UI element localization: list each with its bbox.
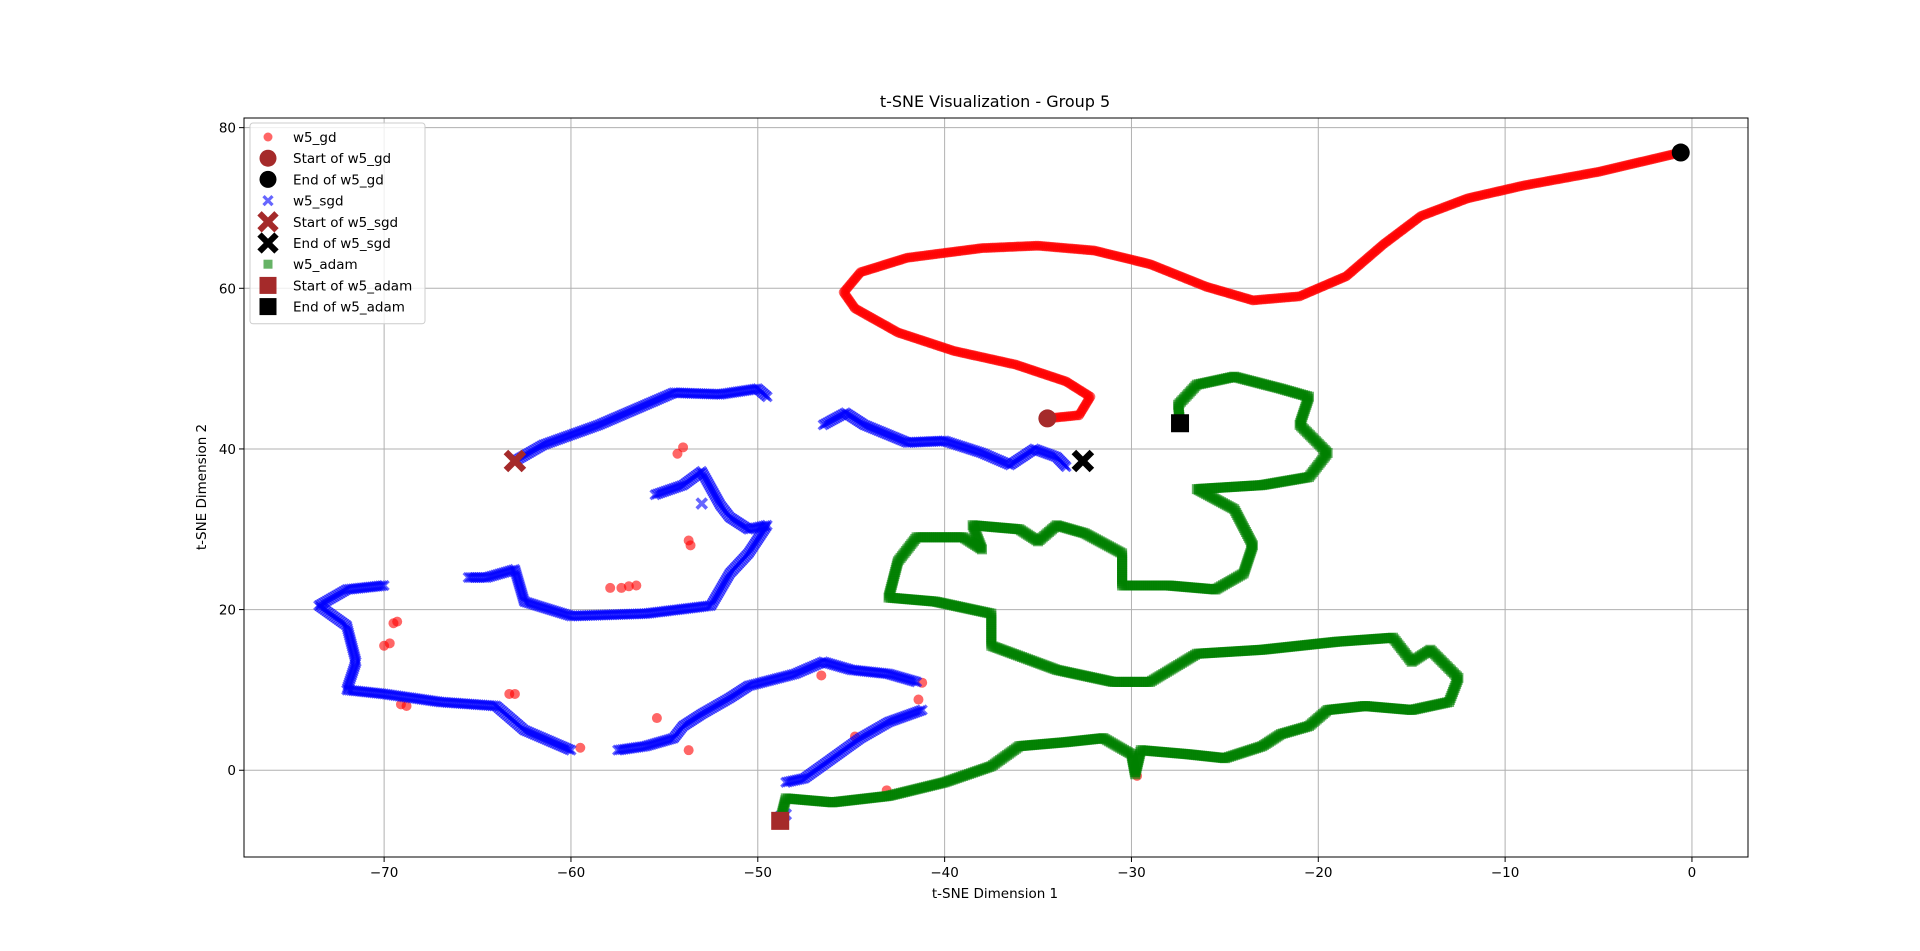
legend: w5_gd Start of w5_gd End of w5_gd w5_sgd Sta… <box>249 122 426 325</box>
w5-gd-point <box>401 700 412 711</box>
legend-label: w5_adam <box>293 257 358 273</box>
legend-box <box>249 122 426 325</box>
legend-label: w5_gd <box>293 130 337 146</box>
x-axis-label: t-SNE Dimension 1 <box>932 886 1058 902</box>
x-tick-label: −30 <box>1117 865 1146 881</box>
legend-swatch-w5-sgd <box>262 194 274 207</box>
end-of-w5-adam-marker <box>1171 414 1190 433</box>
legend-swatch-end-of-w5-gd <box>259 170 277 188</box>
legend-swatch-start-of-w5-sgd <box>257 211 279 233</box>
legend-swatch-end-of-w5-adam <box>259 298 277 316</box>
grid-lines <box>244 118 1748 857</box>
legend-label: End of w5_adam <box>293 300 405 316</box>
plot-frame <box>243 117 1749 858</box>
w5-gd-point <box>683 745 694 756</box>
y-tick-label: 80 <box>219 121 236 137</box>
w5-gd-point <box>685 540 696 551</box>
w5-gd-point <box>509 688 520 699</box>
legend-swatch-start-of-w5-adam <box>259 276 277 294</box>
w5-gd-point <box>678 442 689 453</box>
legend-label: Start of w5_adam <box>293 278 412 294</box>
w5-gd-point <box>623 581 634 592</box>
w5-sgd-point <box>462 571 474 584</box>
x-tick-label: −10 <box>1491 865 1520 881</box>
w5-gd-point <box>384 638 395 649</box>
legend-label: End of w5_gd <box>293 172 384 188</box>
w5-sgd-point <box>1060 460 1072 473</box>
y-tick-label: 60 <box>219 281 236 297</box>
legend-swatch-w5-gd <box>263 132 273 142</box>
plot-area <box>313 143 1690 830</box>
w5-gd-point <box>672 448 683 459</box>
w5-gd-point <box>616 582 627 593</box>
w5-gd-point <box>575 742 586 753</box>
start-of-w5-gd-marker <box>1038 409 1057 428</box>
x-tick-label: 0 <box>1688 865 1697 881</box>
w5-adam-series <box>775 371 1464 826</box>
y-tick-label: 40 <box>219 442 236 458</box>
x-tick-label: −60 <box>557 865 586 881</box>
start-of-w5-adam-marker <box>771 811 790 830</box>
w5-sgd-point <box>695 497 709 510</box>
x-tick-label: −50 <box>744 865 773 881</box>
legend-label: End of w5_sgd <box>293 236 391 252</box>
w5-gd-point <box>631 580 642 591</box>
legend-swatch-w5-adam <box>263 259 273 269</box>
x-tick-label: −40 <box>930 865 959 881</box>
w5-sgd-series <box>313 383 1072 824</box>
w5-sgd-point <box>780 776 792 788</box>
chart-title: t-SNE Visualization - Group 5 <box>880 92 1110 111</box>
legend-swatch-end-of-w5-sgd <box>257 232 279 254</box>
x-tick-label: −20 <box>1304 865 1333 881</box>
w5-gd-point <box>913 694 924 705</box>
w5-sgd-point <box>565 744 577 756</box>
w5-gd-point <box>816 670 827 681</box>
legend-label: Start of w5_gd <box>293 151 391 167</box>
w5-gd-point <box>605 582 616 593</box>
legend-label: Start of w5_sgd <box>293 215 398 231</box>
axis-ticks: −70 −60 −50 −40 −30 −20 −10 0 0 20 40 60 80 <box>219 121 1696 881</box>
w5-gd-series <box>379 147 1686 796</box>
legend-label: w5_sgd <box>293 194 344 210</box>
y-tick-label: 0 <box>227 763 236 779</box>
x-tick-label: −70 <box>370 865 399 881</box>
y-tick-label: 20 <box>219 603 236 619</box>
w5-sgd-point <box>761 391 773 403</box>
legend-swatch-start-of-w5-gd <box>259 149 277 167</box>
end-of-w5-gd-marker <box>1671 143 1690 162</box>
end-of-w5-sgd-marker <box>1071 449 1095 473</box>
w5-sgd-point <box>910 676 923 688</box>
w5-gd-point <box>392 616 403 627</box>
w5-gd-point <box>651 713 662 724</box>
y-axis-label: t-SNE Dimension 2 <box>194 424 210 550</box>
start-of-w5-sgd-marker <box>503 449 527 473</box>
